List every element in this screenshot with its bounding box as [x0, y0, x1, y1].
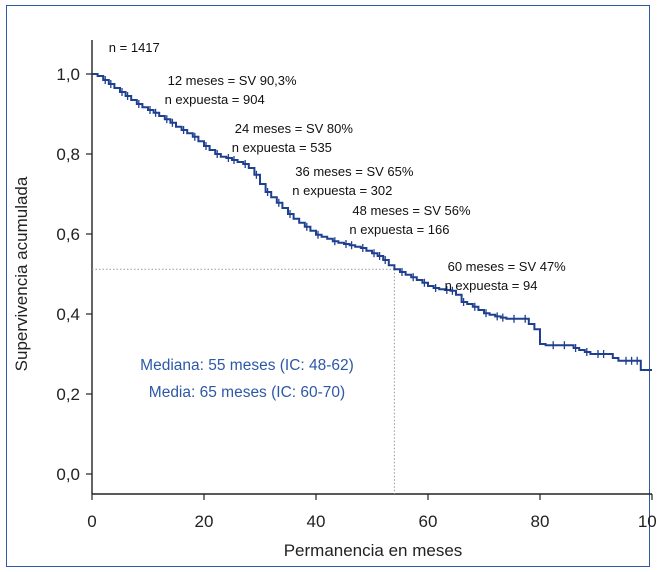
y-tick-label: 0,0 [56, 465, 80, 484]
survival-curve [92, 73, 652, 371]
annotation-month-60-line-1: 60 meses = SV 47% [448, 259, 567, 274]
annotation-month-12-line-1: 12 meses = SV 90,3% [168, 73, 297, 88]
annotation-month-36-line-1: 36 meses = SV 65% [295, 164, 414, 179]
x-tick-label: 100 [638, 512, 657, 531]
censor-ticks [104, 76, 638, 365]
x-tick-label: 20 [195, 512, 214, 531]
annotation-month-12-line-2: n expuesta = 904 [165, 92, 265, 107]
x-tick-label: 40 [307, 512, 326, 531]
x-tick-label: 80 [531, 512, 550, 531]
annotation-month-24-line-1: 24 meses = SV 80% [235, 121, 354, 136]
median-reference-lines [92, 268, 395, 494]
axes: 0 20 40 60 80 100 0,0 0,2 0,4 0,6 0,8 1,0 [56, 40, 657, 531]
x-axis-title: Permanencia en meses [284, 541, 463, 560]
y-tick-label: 0,8 [56, 145, 80, 164]
annotation-month-48-line-1: 48 meses = SV 56% [352, 203, 471, 218]
y-tick-label: 0,4 [56, 305, 80, 324]
annotation-n-total-line-1: n = 1417 [109, 40, 160, 55]
x-tick-label: 60 [419, 512, 438, 531]
median-summary: Mediana: 55 meses (IC: 48-62) [140, 357, 354, 374]
annotation-month-36-line-2: n expuesta = 302 [292, 183, 392, 198]
y-tick-label: 0,2 [56, 385, 80, 404]
x-tick-label: 0 [87, 512, 96, 531]
annotations: n = 1417 12 meses = SV 90,3% n expuesta = … [109, 40, 566, 293]
annotation-month-48-line-2: n expuesta = 166 [349, 222, 449, 237]
figure-frame [6, 5, 650, 567]
y-axis-title: Supervivencia acumulada [12, 176, 31, 371]
y-tick-label: 1,0 [56, 65, 80, 84]
survival-curve-group [92, 73, 652, 371]
mean-summary: Media: 65 meses (IC: 60-70) [149, 384, 345, 401]
annotation-month-60-line-2: n expuesta = 94 [445, 278, 538, 293]
annotation-month-24-line-2: n expuesta = 535 [232, 140, 332, 155]
y-tick-label: 0,6 [56, 225, 80, 244]
